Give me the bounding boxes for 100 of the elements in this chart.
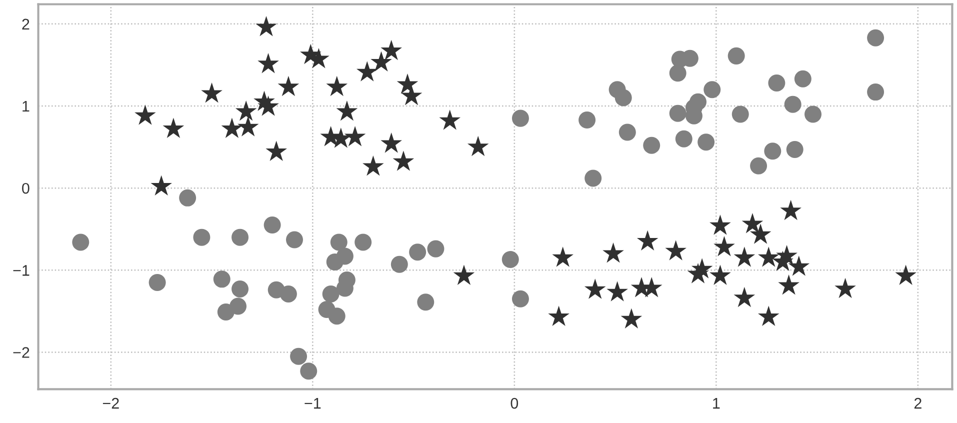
point — [356, 61, 378, 82]
point — [286, 231, 304, 248]
y-tick-label: 0 — [22, 182, 30, 194]
point — [784, 96, 802, 113]
point — [788, 256, 810, 276]
point — [750, 224, 772, 244]
point — [714, 236, 735, 256]
point — [750, 157, 768, 174]
point — [675, 130, 692, 148]
point — [620, 308, 642, 328]
point — [780, 200, 802, 220]
point — [728, 47, 745, 64]
point — [409, 244, 426, 261]
point — [710, 264, 731, 285]
y-tick-label: 2 — [22, 18, 30, 30]
point — [584, 170, 602, 187]
point — [193, 228, 210, 246]
point — [380, 40, 402, 60]
point — [232, 228, 249, 246]
point — [266, 140, 287, 162]
point — [235, 100, 257, 121]
point — [439, 110, 460, 130]
point — [264, 216, 281, 234]
point — [578, 111, 596, 128]
point — [643, 136, 660, 154]
point — [326, 76, 348, 96]
point — [256, 16, 277, 36]
point — [258, 52, 279, 74]
y-tick-label: −1 — [13, 265, 30, 276]
point — [237, 116, 259, 136]
point — [278, 76, 300, 96]
point — [698, 134, 715, 151]
point — [584, 278, 606, 299]
point — [867, 84, 884, 101]
point — [201, 82, 222, 103]
point — [362, 156, 384, 176]
point — [336, 100, 358, 121]
point — [768, 74, 786, 92]
point — [614, 89, 632, 106]
point — [258, 96, 279, 116]
point — [380, 132, 402, 153]
point — [602, 242, 624, 263]
x-tick-label: 1 — [713, 398, 720, 409]
point — [392, 150, 414, 171]
point — [213, 270, 230, 288]
point — [758, 306, 780, 326]
point — [691, 258, 713, 278]
point — [552, 246, 574, 267]
point — [148, 274, 166, 291]
point — [786, 141, 804, 158]
point — [764, 142, 782, 160]
y-tick-label: 1 — [22, 101, 30, 112]
point — [217, 304, 234, 321]
point — [134, 104, 156, 125]
point — [179, 189, 196, 206]
point — [669, 64, 686, 82]
point — [328, 308, 346, 325]
y-tick-label: −2 — [13, 347, 30, 358]
point — [344, 126, 366, 146]
point — [354, 234, 372, 251]
point — [794, 70, 812, 88]
point — [742, 212, 764, 234]
point — [512, 110, 529, 127]
point — [618, 124, 636, 141]
point — [834, 278, 856, 298]
point — [548, 306, 570, 326]
point — [396, 73, 418, 94]
point — [895, 264, 916, 285]
point — [280, 285, 297, 302]
point — [669, 104, 686, 122]
point — [150, 175, 172, 196]
x-tick-label: −2 — [102, 398, 119, 409]
point — [734, 246, 756, 267]
point — [512, 290, 529, 308]
point — [867, 29, 884, 46]
point — [290, 348, 308, 365]
point — [370, 51, 392, 72]
point — [330, 234, 348, 251]
point — [804, 106, 822, 123]
point — [704, 81, 721, 98]
point — [710, 214, 731, 235]
point — [776, 245, 798, 266]
point — [72, 234, 90, 251]
point — [322, 285, 340, 302]
point — [427, 240, 444, 258]
point — [453, 264, 475, 285]
x-tick-label: 2 — [914, 398, 922, 409]
point — [665, 240, 686, 260]
point — [502, 250, 519, 268]
point — [636, 230, 658, 250]
point — [606, 281, 628, 302]
point — [778, 274, 800, 295]
point — [400, 84, 422, 106]
point — [300, 362, 318, 380]
point — [221, 118, 243, 138]
point — [326, 253, 344, 270]
x-tick-label: −1 — [304, 398, 321, 409]
point — [390, 256, 408, 273]
point — [467, 136, 489, 156]
point — [734, 286, 756, 308]
